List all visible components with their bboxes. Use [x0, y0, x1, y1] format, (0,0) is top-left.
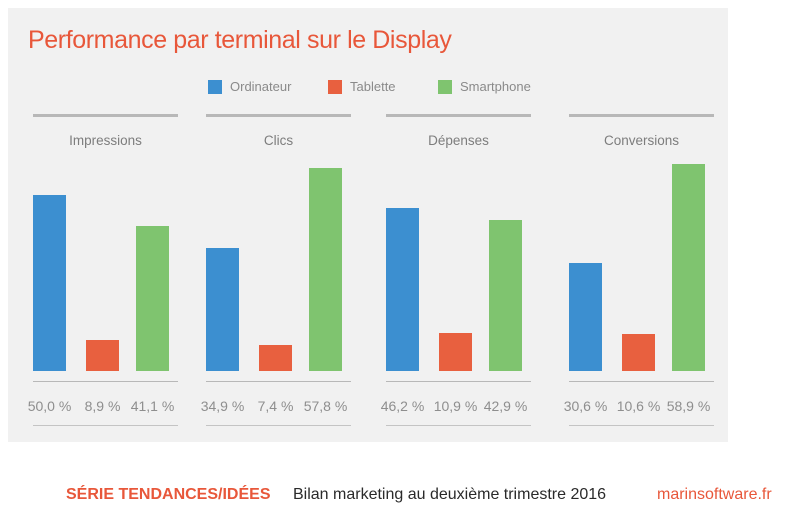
- chart-title: Performance par terminal sur le Display: [28, 26, 452, 54]
- legend-swatch: [208, 80, 222, 94]
- group-base-rule: [206, 381, 351, 382]
- value-label: 10,9 %: [433, 398, 478, 414]
- value-label: 50,0 %: [27, 398, 72, 414]
- bar-ordinateur: [386, 208, 419, 371]
- group-base-rule: [569, 381, 714, 382]
- bar-ordinateur: [33, 195, 66, 371]
- value-label: 41,1 %: [130, 398, 175, 414]
- value-label: 34,9 %: [200, 398, 245, 414]
- group-top-rule: [569, 114, 714, 117]
- bar-smartphone: [309, 167, 342, 371]
- value-label: 57,8 %: [303, 398, 348, 414]
- group-bottom-rule: [569, 425, 714, 426]
- legend-label: Ordinateur: [230, 79, 292, 94]
- category-label: Impressions: [69, 133, 142, 148]
- legend-label: Smartphone: [460, 79, 531, 94]
- bar-smartphone: [489, 219, 522, 371]
- group-base-rule: [386, 381, 531, 382]
- group-top-rule: [386, 114, 531, 117]
- footer-website-link[interactable]: marinsoftware.fr: [657, 486, 772, 503]
- value-label: 7,4 %: [257, 398, 294, 414]
- legend-swatch: [328, 80, 342, 94]
- value-label: 46,2 %: [380, 398, 425, 414]
- footer-series-label: SÉRIE TENDANCES/IDÉES: [66, 486, 271, 503]
- group-base-rule: [33, 381, 178, 382]
- value-label: 58,9 %: [666, 398, 711, 414]
- group-bottom-rule: [206, 425, 351, 426]
- bar-smartphone: [136, 226, 169, 371]
- legend-label: Tablette: [350, 79, 396, 94]
- bar-tablette: [259, 344, 292, 371]
- category-label: Clics: [263, 133, 294, 148]
- bar-tablette: [439, 332, 472, 371]
- footer-report-title: Bilan marketing au deuxième trimestre 20…: [293, 486, 607, 503]
- bar-ordinateur: [206, 248, 239, 371]
- value-label: 42,9 %: [483, 398, 528, 414]
- bar-smartphone: [672, 163, 705, 371]
- bar-ordinateur: [569, 263, 602, 371]
- category-label: Conversions: [603, 133, 680, 148]
- value-label: 30,6 %: [563, 398, 608, 414]
- group-top-rule: [206, 114, 351, 117]
- bar-tablette: [86, 339, 119, 371]
- category-label: Dépenses: [428, 133, 489, 148]
- group-bottom-rule: [33, 425, 178, 426]
- group-bottom-rule: [386, 425, 531, 426]
- bar-tablette: [622, 333, 655, 371]
- value-label: 8,9 %: [84, 398, 121, 414]
- value-label: 10,6 %: [616, 398, 661, 414]
- legend-swatch: [438, 80, 452, 94]
- group-top-rule: [33, 114, 178, 117]
- chart-panel: Performance par terminal sur le Display …: [8, 8, 728, 442]
